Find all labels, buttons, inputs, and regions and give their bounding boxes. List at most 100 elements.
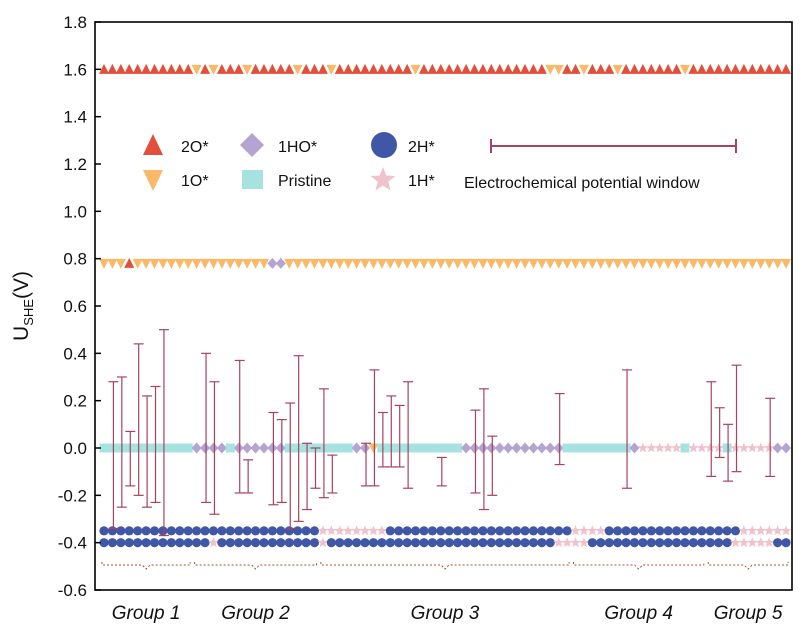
marker-2o (124, 63, 135, 74)
group-brace (707, 562, 789, 570)
marker-2h (166, 538, 176, 548)
marker-1h (755, 537, 766, 548)
marker-pristine (99, 443, 109, 453)
marker-1o (99, 258, 109, 269)
marker-2o (233, 63, 244, 74)
marker-1o (688, 258, 699, 269)
marker-2o (301, 63, 312, 74)
marker-2o (764, 63, 775, 74)
marker-2h (394, 526, 404, 536)
marker-1h (376, 525, 388, 536)
marker-2o (621, 63, 632, 74)
marker-2h (629, 538, 640, 548)
data-markers (99, 63, 792, 548)
y-tick-label: 0.2 (63, 392, 87, 411)
marker-1o (410, 258, 421, 269)
marker-2o (124, 257, 135, 268)
marker-2h (646, 526, 656, 536)
marker-2h (192, 526, 202, 536)
marker-2h (503, 538, 513, 548)
marker-2h (99, 526, 109, 536)
marker-1ho (258, 442, 269, 454)
marker-2o (149, 63, 160, 74)
marker-2h (545, 526, 555, 536)
marker-2h (714, 526, 724, 536)
marker-2o (275, 63, 286, 74)
marker-2o (511, 63, 522, 74)
marker-1o (208, 258, 219, 269)
marker-2h (722, 526, 732, 536)
marker-1h (317, 525, 329, 536)
marker-2o (115, 63, 126, 74)
marker-pristine (116, 443, 126, 453)
marker-pristine (621, 443, 631, 453)
marker-1h (561, 537, 573, 548)
marker-2h (705, 538, 715, 548)
marker-1o (166, 258, 177, 269)
marker-2o (267, 63, 278, 74)
marker-2o (452, 63, 463, 74)
marker-2o (200, 63, 211, 74)
marker-2h (671, 538, 682, 548)
marker-2h (503, 526, 513, 536)
marker-pristine (343, 443, 353, 453)
marker-pristine (175, 443, 185, 453)
marker-1o (713, 258, 724, 269)
legend-1h-marker (370, 167, 396, 191)
marker-1o (157, 258, 168, 269)
marker-1o (132, 258, 143, 269)
marker-1o (393, 258, 404, 269)
marker-1o (233, 258, 244, 269)
marker-2o (772, 63, 783, 74)
marker-2h (495, 538, 505, 548)
marker-2o (99, 63, 109, 74)
marker-1o (679, 64, 690, 75)
marker-2o (174, 63, 185, 74)
marker-2h (99, 538, 109, 548)
marker-1h (713, 442, 724, 453)
marker-2h (309, 538, 320, 548)
group-brace (194, 562, 317, 570)
marker-2h (444, 526, 454, 536)
marker-2h (495, 526, 505, 536)
legend-1ho-marker (240, 133, 264, 157)
marker-1o (402, 258, 413, 269)
marker-2o (360, 63, 371, 74)
marker-1h (747, 537, 758, 548)
marker-1h (763, 442, 775, 453)
marker-2h (158, 538, 168, 548)
y-axis-title-sub: SHE (21, 299, 36, 326)
marker-1ho (545, 442, 556, 454)
marker-1h (654, 442, 665, 453)
marker-2o (250, 63, 261, 74)
marker-2o (166, 63, 177, 74)
group-label: Group 2 (221, 603, 290, 624)
marker-2h (107, 538, 118, 548)
marker-2h (402, 526, 412, 536)
marker-1o (191, 258, 202, 269)
marker-2h (133, 526, 143, 536)
marker-2h (545, 538, 555, 548)
marker-1o (360, 258, 371, 269)
marker-2o (258, 63, 269, 74)
marker-1o (764, 258, 775, 269)
marker-2h (377, 538, 387, 548)
marker-2o (562, 63, 573, 74)
marker-2h (124, 538, 134, 548)
group-brace (573, 562, 705, 570)
legend-2o-marker (143, 134, 163, 155)
marker-2o (671, 63, 682, 74)
marker-1o (292, 64, 303, 75)
marker-2h (158, 526, 168, 536)
marker-1o (309, 258, 320, 269)
marker-2h (461, 538, 471, 548)
marker-2o (334, 63, 345, 74)
marker-1h (671, 442, 682, 453)
legend-1o-marker (143, 170, 163, 191)
marker-1o (435, 258, 446, 269)
marker-2h (183, 538, 193, 548)
marker-1o (679, 258, 690, 269)
marker-pristine (293, 443, 303, 453)
marker-2o (317, 63, 328, 74)
marker-2h (604, 526, 614, 536)
